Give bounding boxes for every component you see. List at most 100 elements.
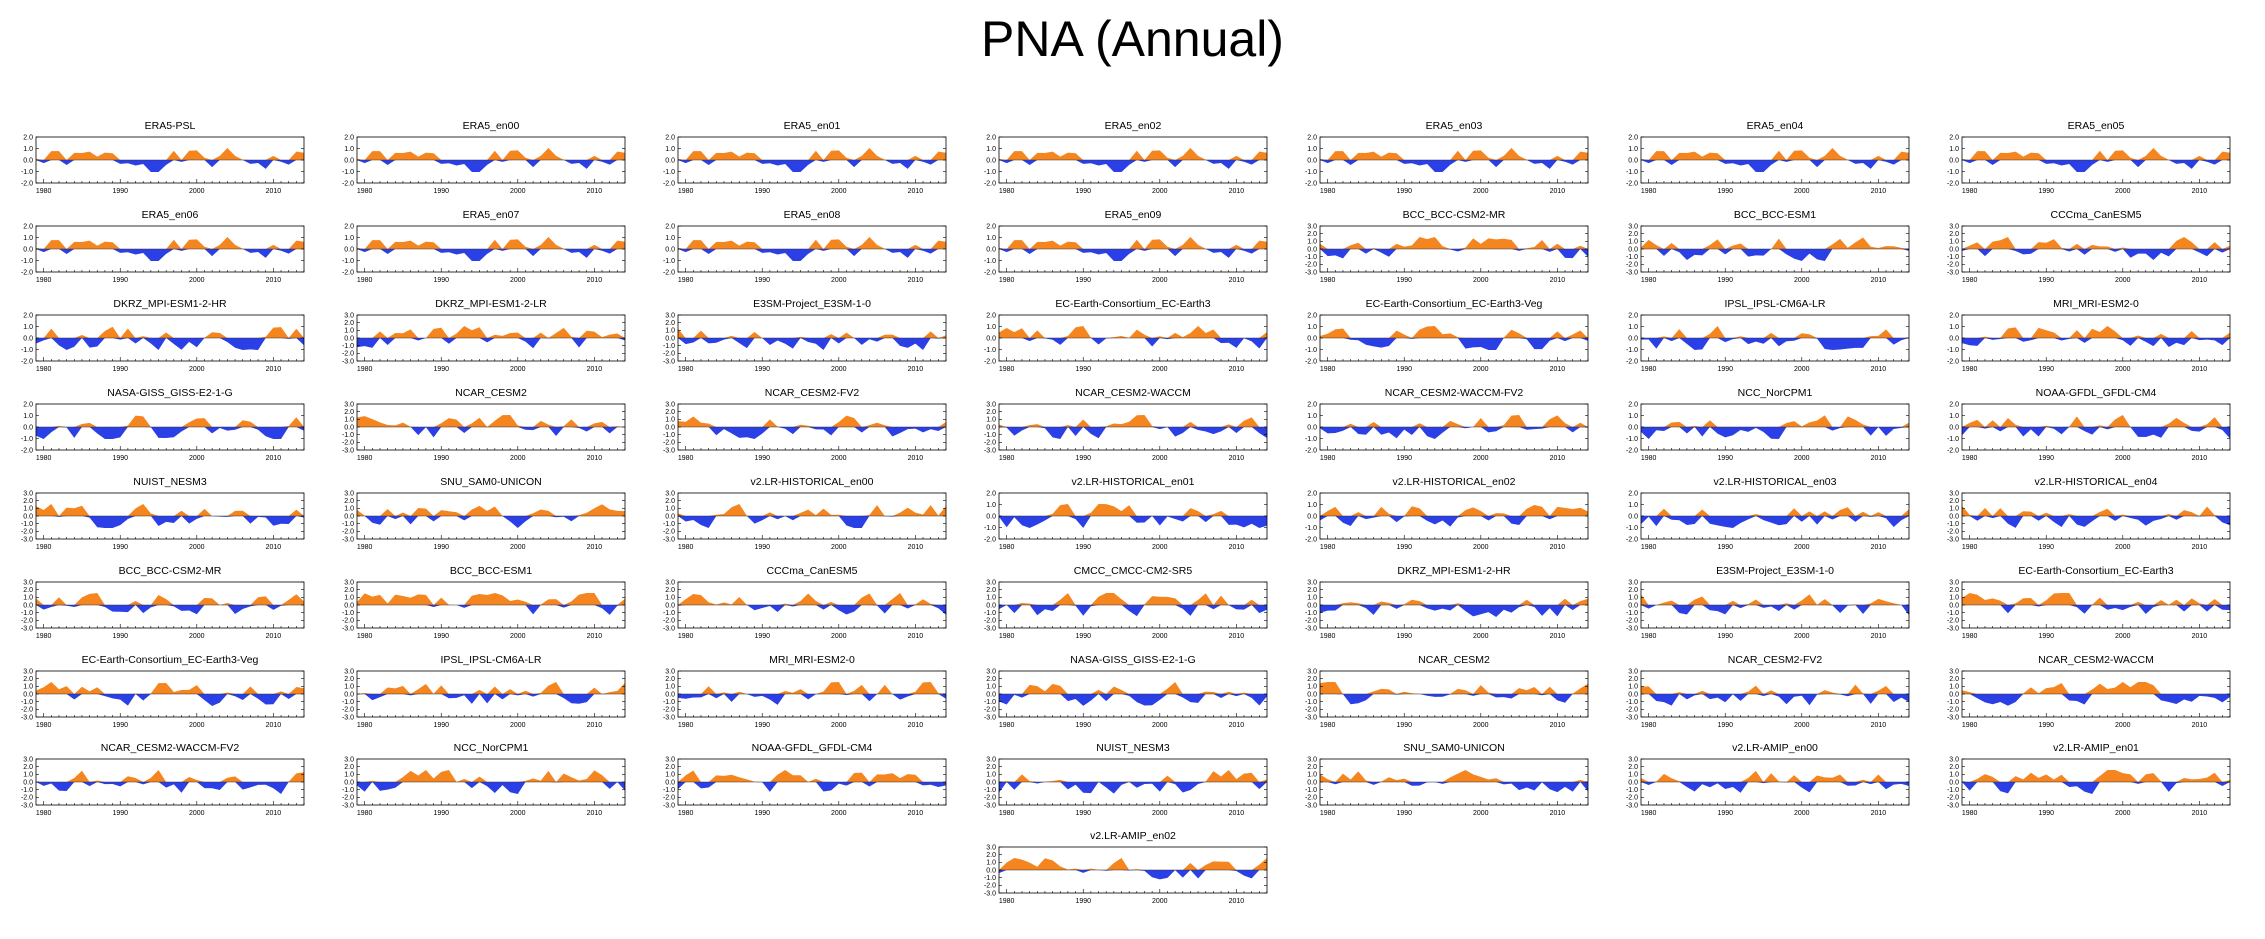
y-tick-label: 0.0 (986, 691, 996, 698)
y-tick-label: 0.0 (23, 424, 33, 431)
panel-title: ERA5_en01 (784, 120, 841, 132)
panel-title: NCAR_CESM2 (455, 387, 527, 399)
x-tick-label: 2010 (587, 188, 603, 195)
y-tick-label: 3.0 (986, 756, 996, 763)
x-tick-label: 1980 (678, 633, 694, 640)
y-tick-label: -3.0 (984, 447, 996, 454)
y-tick-label: -2.0 (1947, 795, 1959, 802)
y-tick-label: 0.0 (23, 779, 33, 786)
y-tick-label: 0.0 (23, 602, 33, 609)
x-tick-label: 2010 (908, 810, 924, 817)
x-tick-label: 2010 (1871, 544, 1887, 551)
x-tick-label: 2010 (2192, 277, 2208, 284)
positive-area (36, 681, 304, 694)
panel-title: v2.LR-HISTORICAL_en04 (2035, 476, 2158, 488)
panel-title: ERA5_en09 (1105, 209, 1162, 221)
panel-43: IPSL_IPSL-CM6A-LR 3.02.01.00.0-1.0-2.0-3.… (342, 654, 626, 729)
x-tick-label: 1990 (2038, 544, 2054, 551)
y-tick-label: 3.0 (986, 401, 996, 408)
y-tick-label: -1.0 (1305, 699, 1317, 706)
y-tick-label: 1.0 (344, 328, 354, 335)
panel-37: CCCma_CanESM5 3.02.01.00.0-1.0-2.0-3.0198… (663, 565, 947, 640)
y-tick-label: -2.0 (663, 529, 675, 536)
y-tick-label: -1.0 (984, 610, 996, 617)
x-tick-label: 1990 (1396, 366, 1412, 373)
panel-41: EC-Earth-Consortium_EC-Earth3 3.02.01.00.… (1947, 565, 2231, 640)
y-tick-label: 3.0 (23, 668, 33, 675)
x-tick-label: 1980 (999, 722, 1015, 729)
x-tick-label: 1990 (1075, 810, 1091, 817)
y-tick-label: -3.0 (1305, 714, 1317, 721)
x-tick-label: 2010 (2192, 722, 2208, 729)
x-tick-label: 2000 (510, 188, 526, 195)
x-tick-label: 1980 (1320, 810, 1336, 817)
y-tick-label: 2.0 (986, 490, 996, 497)
panel-47: NCAR_CESM2-FV23.02.01.00.0-1.0-2.0-3.019… (1626, 654, 1910, 729)
y-tick-label: 0.0 (665, 246, 675, 253)
negative-area (1962, 160, 2230, 173)
y-tick-label: -3.0 (1626, 269, 1638, 276)
y-tick-label: -2.0 (21, 618, 33, 625)
x-tick-label: 1990 (754, 633, 770, 640)
y-tick-label: -1.0 (21, 787, 33, 794)
y-tick-label: -2.0 (21, 358, 33, 365)
y-tick-label: -2.0 (984, 536, 996, 543)
x-tick-label: 2000 (189, 366, 205, 373)
x-tick-label: 1990 (1717, 188, 1733, 195)
y-tick-label: 1.0 (344, 772, 354, 779)
negative-area (1641, 516, 1909, 529)
y-tick-label: 1.0 (23, 684, 33, 691)
y-tick-label: 1.0 (986, 772, 996, 779)
y-tick-label: 1.0 (665, 506, 675, 513)
y-tick-label: -3.0 (663, 802, 675, 809)
y-tick-label: 2.0 (665, 320, 675, 327)
y-tick-label: 0.0 (986, 424, 996, 431)
panel-25: NCAR_CESM2-WACCM-FV2 2.0 1.0 0.0 -1.0 -2.0198… (1305, 387, 1589, 462)
y-tick-label: -2.0 (663, 440, 675, 447)
negative-area (1320, 782, 1588, 793)
y-tick-label: -1.0 (21, 258, 33, 265)
y-tick-label: 1.0 (1307, 595, 1317, 602)
y-tick-label: -3.0 (663, 536, 675, 543)
x-tick-label: 1980 (1641, 455, 1657, 462)
y-tick-label: 3.0 (665, 401, 675, 408)
y-tick-label: -2.0 (1947, 180, 1959, 187)
y-tick-label: 1.0 (344, 146, 354, 153)
x-tick-label: 2000 (2115, 277, 2131, 284)
x-tick-label: 2000 (189, 810, 205, 817)
x-tick-label: 1990 (112, 455, 128, 462)
positive-area (999, 236, 1267, 249)
x-tick-label: 2000 (1152, 455, 1168, 462)
positive-area (678, 415, 946, 427)
x-tick-label: 1980 (999, 188, 1015, 195)
positive-area (999, 504, 1267, 516)
x-tick-label: 1980 (1641, 366, 1657, 373)
negative-area (36, 605, 304, 615)
y-tick-label: 3.0 (986, 844, 996, 851)
positive-area (36, 592, 304, 605)
panel-32: v2.LR-HISTORICAL_en022.01.00.0-1.0-2.019… (1305, 476, 1589, 551)
y-tick-label: 1.0 (1307, 413, 1317, 420)
negative-area (678, 427, 946, 440)
panel-11: BCC_BCC-CSM2-MR3.02.01.00.0-1.0-2.0-3.01… (1305, 209, 1589, 284)
x-tick-label: 2000 (1794, 277, 1810, 284)
x-tick-label: 2010 (1550, 633, 1566, 640)
panel-51: NOAA-GFDL_GFDL-CM4 3.02.01.00.0-1.0-2.0-3… (663, 742, 947, 817)
y-tick-label: 3.0 (665, 312, 675, 319)
y-tick-label: 0.0 (1307, 691, 1317, 698)
y-tick-label: 0.0 (1307, 602, 1317, 609)
y-tick-label: -3.0 (1626, 802, 1638, 809)
panel-title: SNU_SAM0-UNICON (440, 476, 542, 488)
y-tick-label: 0.0 (1307, 779, 1317, 786)
x-tick-label: 2000 (2115, 810, 2131, 817)
positive-area (357, 769, 625, 782)
panel-title: v2.LR-HISTORICAL_en02 (1393, 476, 1516, 488)
x-tick-label: 1990 (1075, 544, 1091, 551)
positive-area (1641, 325, 1909, 338)
x-tick-label: 2010 (1871, 810, 1887, 817)
y-tick-label: 0.0 (986, 246, 996, 253)
y-tick-label: -1.0 (1305, 347, 1317, 354)
x-tick-label: 1980 (999, 455, 1015, 462)
negative-area (357, 427, 625, 438)
